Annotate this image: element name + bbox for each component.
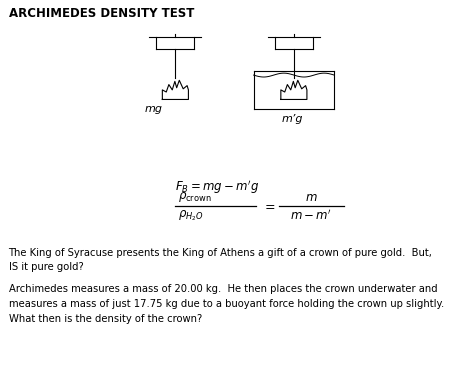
Text: The King of Syracuse presents the King of Athens a gift of a crown of pure gold.: The King of Syracuse presents the King o… xyxy=(9,248,432,258)
Text: $=$: $=$ xyxy=(262,199,275,212)
Text: m’g: m’g xyxy=(282,114,303,124)
Text: mg: mg xyxy=(145,104,163,115)
Text: $\rho_{\mathrm{crown}}$: $\rho_{\mathrm{crown}}$ xyxy=(178,190,211,204)
Text: measures a mass of just 17.75 kg due to a buoyant force holding the crown up sli: measures a mass of just 17.75 kg due to … xyxy=(9,299,444,309)
Text: Archimedes measures a mass of 20.00 kg.  He then places the crown underwater and: Archimedes measures a mass of 20.00 kg. … xyxy=(9,284,437,295)
Text: $\rho_{H_2O}$: $\rho_{H_2O}$ xyxy=(178,208,203,223)
Text: $m - m'$: $m - m'$ xyxy=(290,208,332,223)
Text: $m$: $m$ xyxy=(305,190,318,204)
Text: ARCHIMEDES DENSITY TEST: ARCHIMEDES DENSITY TEST xyxy=(9,7,194,20)
Text: What then is the density of the crown?: What then is the density of the crown? xyxy=(9,314,202,324)
Text: IS it pure gold?: IS it pure gold? xyxy=(9,262,83,272)
Text: $F_B = mg - m'g$: $F_B = mg - m'g$ xyxy=(175,178,260,195)
